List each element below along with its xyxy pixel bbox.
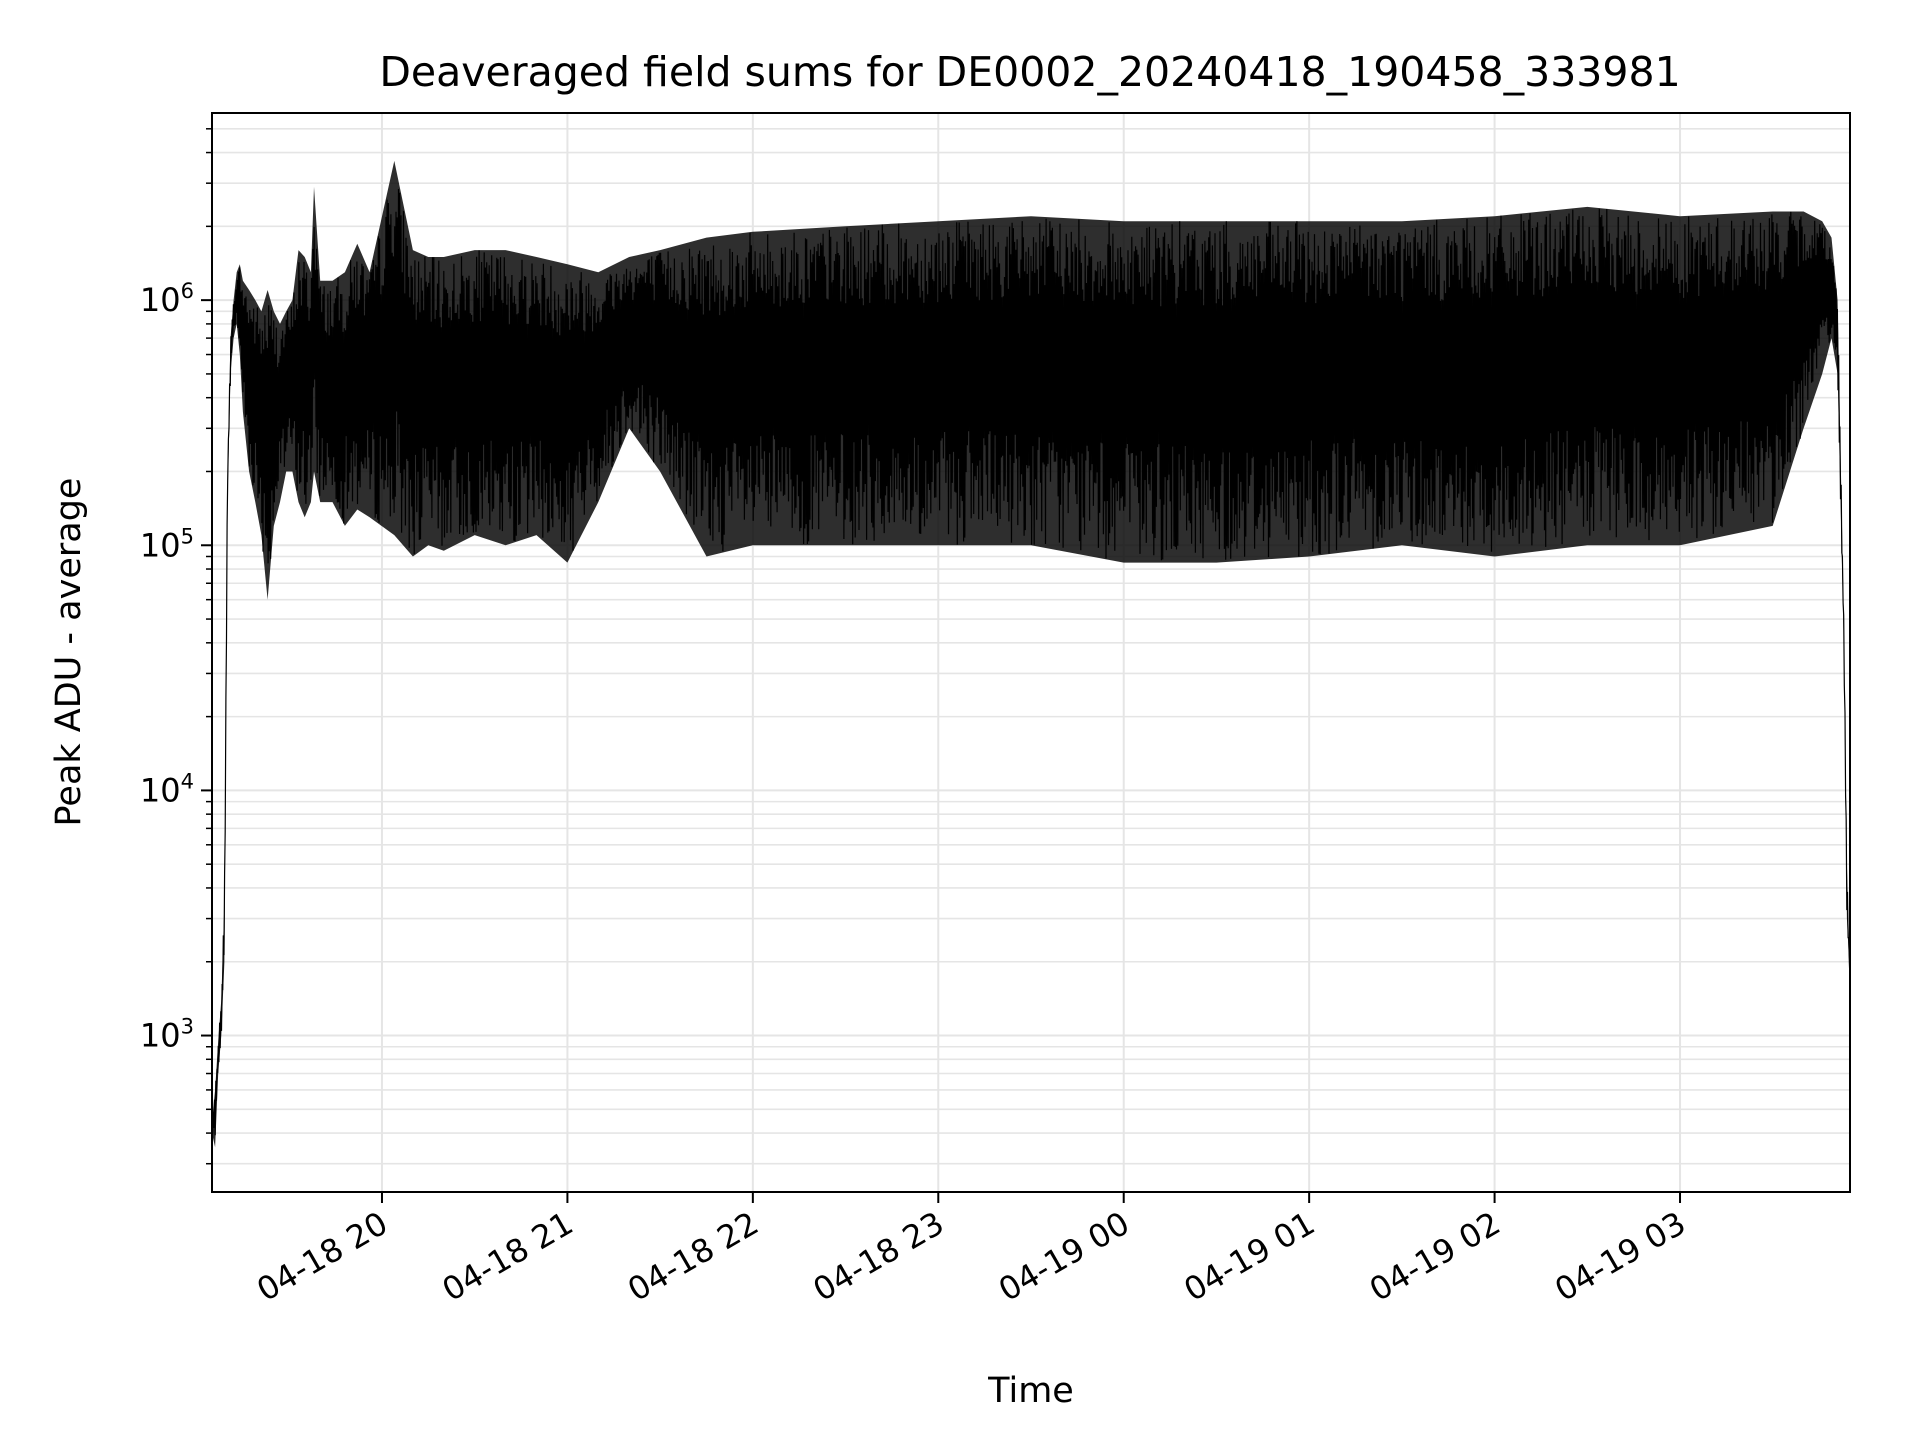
y-tick-label: 105 xyxy=(140,524,194,564)
y-tick-label: 106 xyxy=(140,279,194,319)
series-layer xyxy=(211,188,1851,1136)
y-axis-label: Peak ADU - average xyxy=(49,478,89,827)
plot-frame xyxy=(211,112,1851,1193)
x-axis-label: Time xyxy=(987,1371,1074,1411)
series-line xyxy=(211,188,1851,1136)
chart-title: Deaveraged field sums for DE0002_2024041… xyxy=(379,48,1680,96)
y-tick-label: 103 xyxy=(140,1015,194,1055)
y-axis-ticks: 103 104 105 106 xyxy=(140,128,212,1165)
y-tick-label: 104 xyxy=(140,769,194,809)
